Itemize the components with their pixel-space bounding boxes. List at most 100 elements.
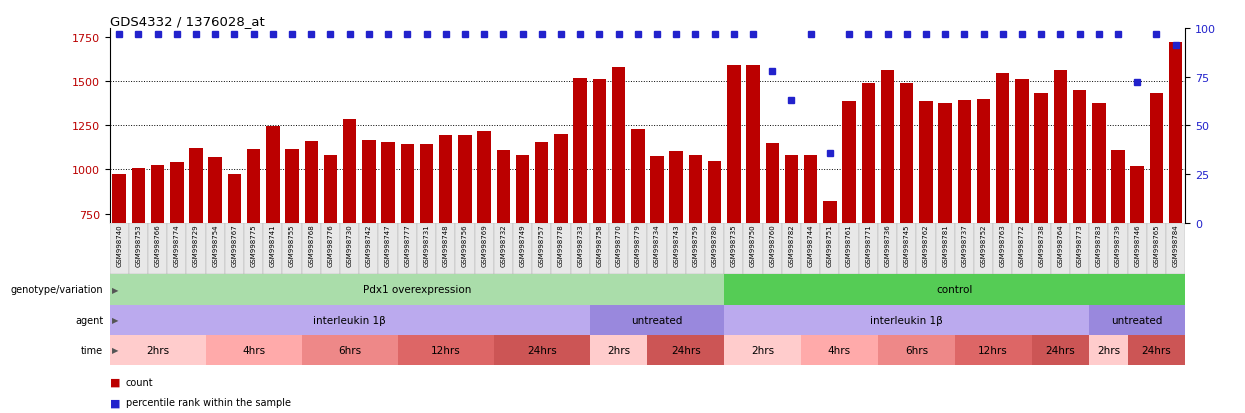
Bar: [611, 68, 625, 347]
Text: 24hrs: 24hrs: [1046, 345, 1076, 355]
Bar: [244, 223, 263, 275]
Text: GDS4332 / 1376028_at: GDS4332 / 1376028_at: [110, 15, 264, 28]
Bar: [532, 223, 552, 275]
Bar: [974, 223, 994, 275]
Bar: [743, 223, 763, 275]
Bar: [1015, 80, 1028, 347]
Bar: [266, 127, 280, 347]
Bar: [477, 132, 491, 347]
Text: GSM998777: GSM998777: [405, 224, 411, 267]
Bar: [1032, 335, 1089, 365]
Bar: [878, 335, 955, 365]
Text: GSM998759: GSM998759: [692, 224, 698, 266]
Bar: [205, 223, 225, 275]
Bar: [401, 145, 415, 347]
Bar: [305, 142, 317, 347]
Bar: [420, 145, 433, 347]
Bar: [112, 175, 126, 347]
Bar: [1089, 223, 1108, 275]
Bar: [843, 101, 855, 347]
Bar: [110, 335, 205, 365]
Bar: [725, 223, 743, 275]
Text: 4hrs: 4hrs: [828, 345, 852, 355]
Text: GSM998781: GSM998781: [942, 224, 949, 267]
Text: GSM998775: GSM998775: [250, 224, 256, 266]
Bar: [148, 223, 167, 275]
Text: GSM998748: GSM998748: [443, 224, 448, 266]
Text: GSM998745: GSM998745: [904, 224, 910, 266]
Bar: [629, 223, 647, 275]
Text: GSM998784: GSM998784: [1173, 224, 1179, 266]
Text: Pdx1 overexpression: Pdx1 overexpression: [362, 285, 471, 295]
Bar: [378, 223, 397, 275]
Bar: [977, 100, 990, 347]
Text: GSM998755: GSM998755: [289, 224, 295, 266]
Text: GSM998741: GSM998741: [270, 224, 276, 266]
Text: percentile rank within the sample: percentile rank within the sample: [126, 397, 291, 407]
Text: GSM998747: GSM998747: [385, 224, 391, 266]
Bar: [955, 223, 974, 275]
Bar: [205, 335, 301, 365]
Bar: [1032, 223, 1051, 275]
Text: GSM998736: GSM998736: [884, 224, 890, 267]
Bar: [342, 120, 356, 347]
Bar: [1051, 223, 1069, 275]
Text: GSM998770: GSM998770: [615, 224, 621, 267]
Bar: [705, 223, 725, 275]
Text: GSM998738: GSM998738: [1038, 224, 1045, 267]
Text: GSM998737: GSM998737: [961, 224, 967, 267]
Bar: [189, 149, 203, 347]
Text: GSM998742: GSM998742: [366, 224, 372, 266]
Bar: [439, 136, 452, 347]
Text: GSM998767: GSM998767: [232, 224, 238, 267]
Text: 12hrs: 12hrs: [431, 345, 461, 355]
Bar: [823, 202, 837, 347]
Text: GSM998740: GSM998740: [116, 224, 122, 266]
Text: GSM998732: GSM998732: [500, 224, 507, 266]
Bar: [725, 275, 1185, 305]
Bar: [839, 223, 859, 275]
Bar: [686, 223, 705, 275]
Bar: [552, 223, 570, 275]
Bar: [171, 162, 183, 347]
Bar: [916, 223, 935, 275]
Bar: [208, 158, 222, 347]
Bar: [1073, 91, 1087, 347]
Bar: [110, 275, 725, 305]
Bar: [132, 169, 146, 347]
Bar: [1167, 223, 1185, 275]
Bar: [900, 83, 914, 347]
Text: control: control: [936, 285, 972, 295]
Text: agent: agent: [75, 315, 103, 325]
Bar: [1069, 223, 1089, 275]
Bar: [167, 223, 187, 275]
Text: ▶: ▶: [112, 316, 118, 324]
Text: GSM998744: GSM998744: [808, 224, 814, 266]
Bar: [283, 223, 301, 275]
Text: GSM998769: GSM998769: [481, 224, 487, 267]
Bar: [301, 223, 321, 275]
Bar: [397, 335, 494, 365]
Text: GSM998749: GSM998749: [519, 224, 525, 266]
Bar: [362, 141, 376, 347]
Bar: [727, 66, 741, 347]
Text: GSM998756: GSM998756: [462, 224, 468, 266]
Bar: [859, 223, 878, 275]
Bar: [609, 223, 629, 275]
Text: GSM998768: GSM998768: [309, 224, 314, 267]
Bar: [574, 78, 586, 347]
Bar: [1112, 151, 1124, 347]
Bar: [1089, 335, 1128, 365]
Text: GSM998760: GSM998760: [769, 224, 776, 267]
Text: GSM998766: GSM998766: [154, 224, 161, 267]
Text: 24hrs: 24hrs: [671, 345, 701, 355]
Bar: [110, 305, 590, 335]
Bar: [801, 223, 820, 275]
Bar: [513, 223, 532, 275]
Text: GSM998753: GSM998753: [136, 224, 142, 266]
Bar: [862, 83, 875, 347]
Bar: [1169, 43, 1183, 347]
Bar: [782, 223, 801, 275]
Bar: [494, 223, 513, 275]
Bar: [820, 223, 839, 275]
